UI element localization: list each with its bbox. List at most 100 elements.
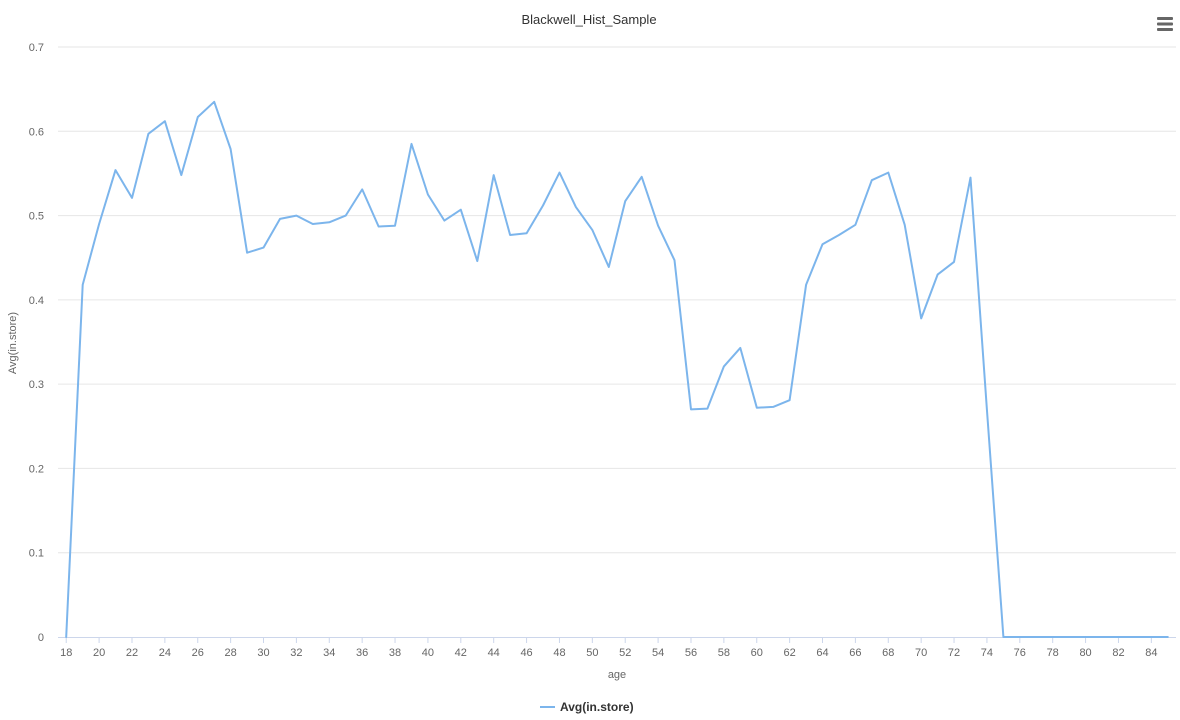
data-point[interactable] bbox=[276, 215, 284, 223]
data-point[interactable] bbox=[309, 220, 317, 228]
data-point[interactable] bbox=[1098, 633, 1106, 641]
data-point[interactable] bbox=[260, 244, 268, 252]
x-tick-label: 20 bbox=[93, 647, 105, 659]
data-point[interactable] bbox=[966, 174, 974, 182]
x-tick-label: 74 bbox=[981, 647, 993, 659]
data-point[interactable] bbox=[934, 271, 942, 279]
data-point[interactable] bbox=[1131, 633, 1139, 641]
data-point[interactable] bbox=[736, 344, 744, 352]
data-point[interactable] bbox=[720, 362, 728, 370]
data-point[interactable] bbox=[457, 206, 465, 214]
data-point[interactable] bbox=[95, 220, 103, 228]
x-tick-label: 68 bbox=[882, 647, 894, 659]
data-point[interactable] bbox=[128, 194, 136, 202]
data-point[interactable] bbox=[1065, 633, 1073, 641]
x-tick-label: 34 bbox=[323, 647, 335, 659]
data-point[interactable] bbox=[671, 256, 679, 264]
data-point[interactable] bbox=[62, 633, 70, 641]
data-point[interactable] bbox=[638, 173, 646, 181]
data-point[interactable] bbox=[983, 405, 991, 413]
data-point[interactable] bbox=[917, 314, 925, 322]
data-point[interactable] bbox=[1032, 633, 1040, 641]
data-point[interactable] bbox=[177, 171, 185, 179]
data-point[interactable] bbox=[1049, 633, 1057, 641]
x-tick-label: 50 bbox=[586, 647, 598, 659]
data-point[interactable] bbox=[884, 169, 892, 177]
data-point[interactable] bbox=[1016, 633, 1024, 641]
x-tick-label: 48 bbox=[553, 647, 565, 659]
data-point[interactable] bbox=[506, 231, 514, 239]
data-point[interactable] bbox=[819, 240, 827, 248]
x-tick-label: 84 bbox=[1145, 647, 1157, 659]
data-point[interactable] bbox=[490, 171, 498, 179]
data-point[interactable] bbox=[802, 281, 810, 289]
data-point[interactable] bbox=[950, 258, 958, 266]
data-point[interactable] bbox=[407, 140, 415, 148]
data-point[interactable] bbox=[835, 231, 843, 239]
x-tick-label: 54 bbox=[652, 647, 664, 659]
y-tick-label: 0.3 bbox=[29, 379, 44, 391]
data-point[interactable] bbox=[901, 221, 909, 229]
x-tick-label: 30 bbox=[257, 647, 269, 659]
chart-title: Blackwell_Hist_Sample bbox=[521, 12, 656, 27]
data-point[interactable] bbox=[375, 223, 383, 231]
x-tick-label: 36 bbox=[356, 647, 368, 659]
x-tick-label: 28 bbox=[225, 647, 237, 659]
x-tick-label: 64 bbox=[816, 647, 828, 659]
data-point[interactable] bbox=[687, 405, 695, 413]
chart-menu-button[interactable] bbox=[1152, 12, 1178, 36]
data-point[interactable] bbox=[868, 176, 876, 184]
data-point[interactable] bbox=[79, 281, 87, 289]
data-point[interactable] bbox=[769, 403, 777, 411]
data-point[interactable] bbox=[605, 263, 613, 271]
x-tick-label: 24 bbox=[159, 647, 171, 659]
data-point[interactable] bbox=[1164, 633, 1172, 641]
data-point[interactable] bbox=[753, 404, 761, 412]
data-point[interactable] bbox=[588, 226, 596, 234]
x-tick-label: 70 bbox=[915, 647, 927, 659]
data-point[interactable] bbox=[1082, 633, 1090, 641]
data-point[interactable] bbox=[1114, 633, 1122, 641]
data-point[interactable] bbox=[161, 117, 169, 125]
y-axis-label: Avg(in.store) bbox=[7, 312, 19, 374]
x-tick-label: 78 bbox=[1047, 647, 1059, 659]
data-point[interactable] bbox=[112, 166, 120, 174]
data-point[interactable] bbox=[555, 169, 563, 177]
data-point[interactable] bbox=[440, 217, 448, 225]
data-point[interactable] bbox=[243, 249, 251, 257]
data-point[interactable] bbox=[144, 130, 152, 138]
y-tick-label: 0.4 bbox=[29, 295, 44, 307]
series-line[interactable] bbox=[65, 100, 1169, 638]
y-tick-label: 0.6 bbox=[29, 126, 44, 138]
x-tick-label: 52 bbox=[619, 647, 631, 659]
data-point[interactable] bbox=[194, 113, 202, 121]
data-point[interactable] bbox=[654, 222, 662, 230]
data-point[interactable] bbox=[539, 201, 547, 209]
data-point[interactable] bbox=[325, 218, 333, 226]
legend-item-label[interactable]: Avg(in.store) bbox=[560, 700, 634, 714]
x-tick-label: 72 bbox=[948, 647, 960, 659]
x-tick-label: 56 bbox=[685, 647, 697, 659]
data-point[interactable] bbox=[391, 222, 399, 230]
data-point[interactable] bbox=[358, 185, 366, 193]
x-tick-label: 60 bbox=[751, 647, 763, 659]
data-point[interactable] bbox=[424, 191, 432, 199]
data-point[interactable] bbox=[851, 221, 859, 229]
data-point[interactable] bbox=[227, 145, 235, 153]
x-tick-label: 82 bbox=[1112, 647, 1124, 659]
legend[interactable]: Avg(in.store) bbox=[540, 700, 634, 714]
data-point[interactable] bbox=[473, 257, 481, 265]
data-point[interactable] bbox=[210, 98, 218, 106]
data-point[interactable] bbox=[621, 197, 629, 205]
x-axis-label: age bbox=[608, 669, 626, 681]
data-point[interactable] bbox=[999, 633, 1007, 641]
data-point[interactable] bbox=[703, 405, 711, 413]
data-point[interactable] bbox=[786, 396, 794, 404]
data-point[interactable] bbox=[1147, 633, 1155, 641]
data-point[interactable] bbox=[292, 212, 300, 220]
data-point[interactable] bbox=[342, 212, 350, 220]
x-tick-label: 32 bbox=[290, 647, 302, 659]
data-point[interactable] bbox=[523, 229, 531, 237]
data-point[interactable] bbox=[572, 203, 580, 211]
